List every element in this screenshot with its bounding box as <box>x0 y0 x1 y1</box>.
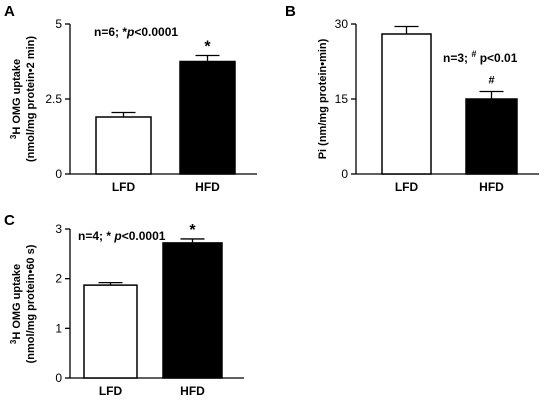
y-tick-label: 2.5 <box>45 92 62 106</box>
x-tick-label: LFD <box>99 384 123 398</box>
x-tick-label: HFD <box>195 180 220 194</box>
significance-marker: # <box>488 75 494 87</box>
panel-b: B 0 15 30 LFD HFD # n=3; # p<0.01 Pi (nm/mg prot… <box>285 3 539 194</box>
x-tick-label: HFD <box>180 384 205 398</box>
bar-hfd <box>162 242 223 379</box>
y-tick-label: 3 <box>55 222 62 236</box>
stats-annotation: n=6; *p<0.0001 <box>94 25 178 39</box>
panel-letter: B <box>285 3 296 20</box>
bar-hfd <box>465 98 518 175</box>
x-tick-label: HFD <box>479 180 504 194</box>
y-tick-label: 0 <box>341 167 348 181</box>
y-axis-label: 3H OMG uptake <box>9 264 24 344</box>
panel-c: C 0 1 2 3 LFD HFD * n=4; * p<0.0001 3H OMG uptake… <box>4 212 244 398</box>
y-tick-label: 0 <box>55 167 62 181</box>
panel-a: A 0 2.5 5 LFD HFD * n=6; *p<0.0001 3H OMG uptake… <box>4 3 257 194</box>
significance-marker: * <box>189 222 196 239</box>
panel-letter: C <box>4 212 15 229</box>
x-tick-label: LFD <box>395 180 419 194</box>
y-tick-label: 5 <box>55 17 62 31</box>
y-tick-label: 0 <box>55 371 62 385</box>
y-axis-label: Pi (nm/mg protein•min) <box>317 38 329 159</box>
y-axis-label-units: (nmol/mg protein•2 min) <box>25 36 37 162</box>
y-axis-label: 3H OMG uptake <box>9 59 24 139</box>
y-axis-label-units: (nmol/mg protein•60 s) <box>25 244 37 363</box>
x-tick-label: LFD <box>112 180 136 194</box>
bar-lfd <box>381 33 432 175</box>
significance-marker: * <box>204 39 211 56</box>
panel-letter: A <box>4 3 15 20</box>
bar-lfd <box>83 284 138 379</box>
y-tick-label: 15 <box>335 92 349 106</box>
stats-annotation: n=3; # p<0.01 <box>443 49 518 65</box>
stats-annotation: n=4; * p<0.0001 <box>78 229 166 243</box>
y-tick-label: 1 <box>55 321 62 335</box>
bar-lfd <box>95 116 152 175</box>
y-tick-label: 30 <box>335 17 349 31</box>
bar-hfd <box>179 60 236 175</box>
y-tick-label: 2 <box>55 272 62 286</box>
